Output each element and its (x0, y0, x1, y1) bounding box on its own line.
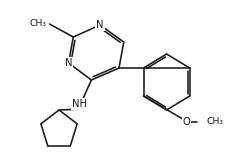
Text: CH₃: CH₃ (207, 118, 224, 127)
Text: CH₃: CH₃ (30, 18, 47, 28)
Text: N: N (65, 58, 72, 68)
Text: N: N (96, 20, 104, 30)
Text: NH: NH (72, 99, 87, 109)
Text: O: O (183, 117, 191, 127)
